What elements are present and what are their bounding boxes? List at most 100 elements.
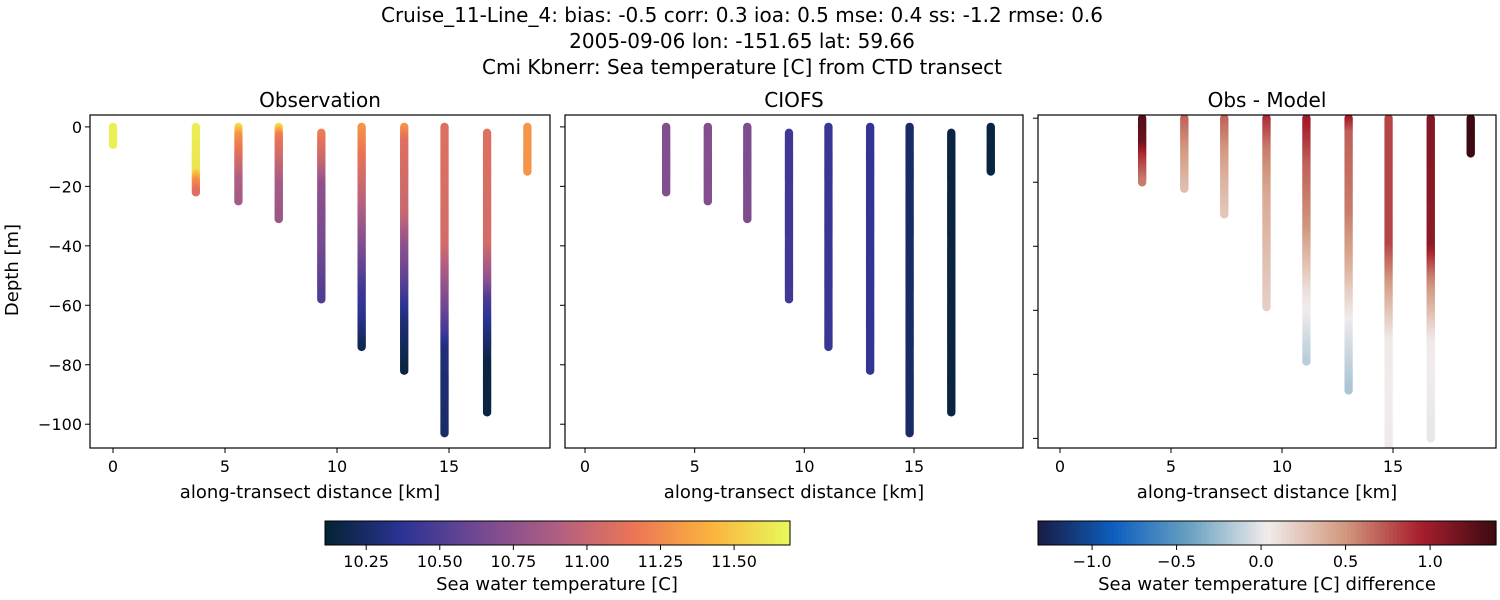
colorbar-segment (1209, 521, 1215, 545)
colorbar-segment (569, 521, 574, 545)
station-2 (743, 122, 752, 224)
x-tick-label: 5 (220, 457, 230, 476)
colorbar-segment (1282, 521, 1287, 545)
colorbar-segment (514, 521, 520, 545)
colorbar-segment (1301, 521, 1306, 545)
station-3 (274, 122, 283, 224)
colorbar-segment (1480, 521, 1486, 545)
colorbar-segment (646, 521, 652, 545)
station-8 (986, 122, 995, 176)
colorbar-segment (1244, 521, 1249, 545)
colorbar-segment (1202, 521, 1207, 545)
colorbar-segment (1457, 521, 1463, 545)
data-points (1137, 115, 1475, 448)
figure-title-line-2: 2005-09-06 lon: -151.65 lat: 59.66 (569, 29, 915, 53)
colorbar-segment (371, 521, 376, 545)
x-tick-label: 0 (580, 457, 590, 476)
y-tick-label: −60 (48, 296, 82, 315)
colorbar-segment (363, 521, 369, 545)
colorbar-segment (1183, 521, 1188, 545)
data-point (1466, 149, 1475, 158)
colorbar-segment (770, 521, 776, 545)
colorbar-segment (545, 521, 551, 545)
colorbar-segment (1415, 521, 1421, 545)
colorbar-segment (759, 521, 764, 545)
data-points (108, 122, 532, 438)
colorbar-segment (1473, 521, 1478, 545)
panel-title-observation: Observation (259, 88, 381, 112)
station-5 (1344, 115, 1353, 395)
colorbar-segment (1160, 521, 1165, 545)
colorbar-segment (511, 521, 516, 545)
colorbar-segment (1305, 521, 1310, 545)
colorbar-segment (689, 521, 694, 545)
y-tick-label: 0 (72, 118, 82, 137)
colorbar-segment (1255, 521, 1260, 545)
data-point (703, 197, 713, 206)
colorbar-segment (1278, 521, 1283, 545)
colorbar-segment (1370, 521, 1375, 545)
colorbar-segment (445, 521, 450, 545)
colorbar-2: −1.0 −0.5 0.0 0.5 1.0 (1037, 520, 1497, 571)
colorbar-segment (367, 521, 373, 545)
station-4 (1302, 115, 1311, 366)
colorbar-segment (387, 521, 392, 545)
colorbar-segment (1381, 521, 1386, 545)
station-2 (1220, 115, 1229, 219)
colorbar-segment (724, 521, 729, 545)
x-tick-label: 15 (904, 457, 924, 476)
colorbar-segment (588, 521, 593, 545)
colorbar-segment (1148, 521, 1154, 545)
colorbar-segment (650, 521, 655, 545)
data-point (784, 295, 794, 304)
colorbar-segment (328, 521, 334, 545)
colorbar-segment (1476, 521, 1482, 545)
colorbar-segment (1049, 521, 1054, 545)
colorbar-segment (1217, 521, 1222, 545)
x-axis-label-obs-minus-model: along-transect distance [km] (1137, 482, 1397, 503)
colorbar-segment (460, 521, 466, 545)
colorbar-segment (1408, 521, 1413, 545)
data-point (1384, 445, 1393, 448)
colorbar-segment (673, 521, 679, 545)
colorbar-segment (375, 521, 380, 545)
colorbar-segment (743, 521, 748, 545)
colorbar-segment (1324, 521, 1329, 545)
colorbar-segment (766, 521, 772, 545)
colorbar-tick-label: 11.00 (564, 552, 610, 571)
colorbar-segment (1347, 521, 1352, 545)
data-point (865, 366, 875, 375)
colorbar-segment (693, 521, 698, 545)
axes-frame (1037, 114, 1497, 449)
station-5 (865, 122, 875, 375)
colorbar-segment (1396, 521, 1402, 545)
colorbar-segment (1076, 521, 1081, 545)
x-tick-label: 0 (108, 457, 118, 476)
colorbar-segment (1461, 521, 1467, 545)
panel-title-ciofs: CIOFS (764, 88, 823, 112)
colorbar-segment (1064, 521, 1070, 545)
station-6 (400, 122, 409, 375)
colorbar-segment (1079, 521, 1085, 545)
colorbar-segment (751, 521, 756, 545)
colorbar-segment (704, 521, 710, 545)
colorbar-frame (1037, 520, 1497, 546)
x-tick-label: 5 (690, 457, 700, 476)
station-8 (482, 128, 492, 417)
colorbar-segment (1286, 521, 1291, 545)
colorbar-segment (336, 521, 342, 545)
data-point (1180, 184, 1189, 193)
colorbar-segment (1358, 521, 1364, 545)
colorbar-segment (1354, 521, 1360, 545)
colorbar-segment (1263, 521, 1268, 545)
station-1 (191, 122, 201, 197)
colorbar-segment (1141, 521, 1146, 545)
station-3 (784, 128, 794, 304)
station-4 (317, 128, 326, 304)
colorbar-segment (1236, 521, 1241, 545)
colorbar-segment (1053, 521, 1058, 545)
colorbar-segment (1167, 521, 1173, 545)
data-point (1262, 302, 1271, 312)
colorbar-segment (503, 521, 508, 545)
colorbar-segment (654, 521, 659, 545)
